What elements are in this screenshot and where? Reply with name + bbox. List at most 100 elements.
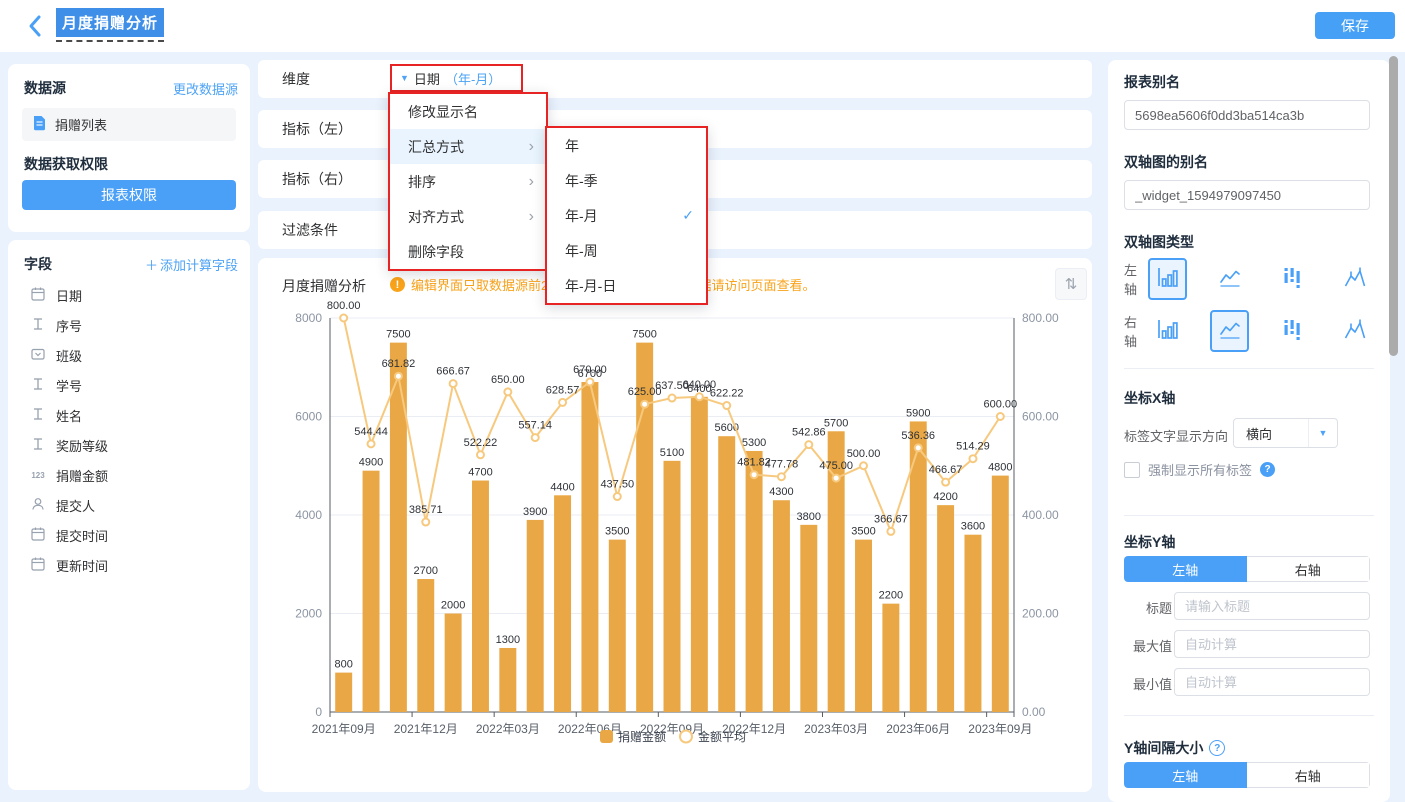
datasource-item[interactable]: 捐赠列表 [22,108,236,141]
svg-text:600.00: 600.00 [1022,410,1059,424]
y-interval-right-tab[interactable]: 右轴 [1246,762,1370,788]
metric-right-label: 指标（右） [282,171,352,187]
submenu-item-year[interactable]: 年 [547,128,706,163]
svg-text:4800: 4800 [988,462,1012,474]
svg-text:400.00: 400.00 [1022,508,1059,522]
menu-item-delete-field[interactable]: 删除字段 [390,234,546,269]
check-icon: ✓ [682,207,694,223]
left-axis-line-type[interactable] [1211,258,1249,300]
y-max-input[interactable] [1174,630,1370,658]
divider [1124,515,1374,516]
data-access-title: 数据获取权限 [24,156,108,172]
menu-item-sort[interactable]: 排序 › [390,164,546,199]
field-label: 序号 [56,318,83,334]
submenu-item-year-quarter[interactable]: 年-季 [547,163,706,198]
datasource-title: 数据源 [24,80,66,96]
svg-text:0.00: 0.00 [1022,705,1046,719]
divider [1124,368,1374,369]
dimension-field-mode: （年-月） [444,71,502,87]
line-chart-icon [1218,265,1242,294]
y-min-input[interactable] [1174,668,1370,696]
field-label: 班级 [56,348,83,364]
x-label-direction-select[interactable]: 横向 ▼ [1233,418,1338,448]
svg-text:3800: 3800 [797,511,821,523]
y-axis-right-tab[interactable]: 右轴 [1246,556,1370,582]
field-item-submitter[interactable]: 提交人 [8,490,250,520]
y-interval-left-tab-selected[interactable]: 左轴 [1124,762,1247,788]
x-label-direction-label: 标签文字显示方向 [1124,429,1229,444]
field-item-student-no[interactable]: 学号 [8,370,250,400]
discrete-bar-chart-icon [1280,265,1304,294]
field-label: 学号 [56,378,83,394]
submenu-item-year-month-day[interactable]: 年-月-日 [547,268,706,303]
add-calc-field-link[interactable]: ＋添加计算字段 [145,255,238,274]
change-datasource-link[interactable]: 更改数据源 [172,82,238,97]
right-axis-discrete-bar-type[interactable] [1273,310,1311,352]
field-item-update-time[interactable]: 更新时间 [8,550,250,580]
left-axis-discrete-bar-type[interactable] [1273,258,1311,300]
datasource-card: 数据源 更改数据源 捐赠列表 数据获取权限 报表权限 [8,64,250,232]
field-label: 提交人 [56,498,96,514]
y-min-label: 最小值 [1132,677,1172,692]
back-button[interactable] [26,12,46,40]
help-icon[interactable]: ? [1260,462,1276,477]
force-labels-checkbox[interactable] [1124,461,1140,478]
dimension-field-pill[interactable]: ▼ 日期 （年-月） [390,64,523,92]
force-labels-label: 强制显示所有标签 [1148,463,1253,478]
field-item-serial[interactable]: 序号 [8,310,250,340]
submenu-item-year-week[interactable]: 年-周 [547,233,706,268]
left-axis-bar-type-selected[interactable] [1147,258,1187,300]
svg-text:0: 0 [315,705,322,719]
field-item-class[interactable]: 班级 [8,340,250,370]
right-axis-candlestick-type[interactable] [1336,310,1374,352]
date-granularity-submenu: 年 年-季 年-月 ✓ 年-周 年-月-日 [545,126,708,305]
field-item-donation-amount[interactable]: 123 捐赠金额 [8,460,250,490]
dimension-row: 维度 [258,60,1092,98]
right-axis-bar-type[interactable] [1148,310,1186,352]
chevron-right-icon: › [528,137,534,155]
help-icon[interactable]: ? [1209,740,1226,756]
svg-text:6700: 6700 [578,368,602,380]
y-title-input[interactable] [1174,592,1370,620]
field-item-name[interactable]: 姓名 [8,400,250,430]
right-axis-line-type-selected[interactable] [1210,310,1250,352]
dimension-label: 维度 [282,71,310,87]
svg-text:481.82: 481.82 [737,457,771,469]
y-axis-left-tab-selected[interactable]: 左轴 [1124,556,1247,582]
fields-card: 字段 ＋添加计算字段 日期 序号 班级 学号 姓名 [8,240,250,790]
svg-text:2023年09月: 2023年09月 [968,722,1032,736]
plus-icon: ＋ [144,258,158,273]
candlestick-chart-icon [1343,317,1367,346]
menu-item-summary-mode[interactable]: 汇总方式 › [390,129,546,164]
svg-text:4700: 4700 [468,467,492,479]
add-calc-field-label: 添加计算字段 [159,258,238,273]
field-item-reward-level[interactable]: 奖励等级 [8,430,250,460]
text-icon [30,316,46,335]
text-icon [30,406,46,425]
vertical-scrollbar[interactable] [1389,56,1398,356]
field-item-date[interactable]: 日期 [8,280,250,310]
svg-text:522.22: 522.22 [464,437,498,449]
x-label-direction-value: 横向 [1246,426,1273,442]
report-alias-title: 报表别名 [1124,74,1180,90]
menu-item-rename[interactable]: 修改显示名 [390,94,546,129]
svg-text:800.00: 800.00 [1022,311,1059,325]
report-permission-button[interactable]: 报表权限 [22,180,236,210]
report-title-editable[interactable]: 月度捐赠分析 [56,8,165,42]
swap-axes-button[interactable]: ⇅ [1055,268,1087,300]
left-axis-candlestick-type[interactable] [1336,258,1374,300]
svg-text:200.00: 200.00 [1022,607,1059,621]
save-button[interactable]: 保存 [1315,12,1395,39]
svg-text:542.86: 542.86 [792,427,826,439]
svg-text:500.00: 500.00 [847,448,881,460]
top-bar: 月度捐赠分析 保存 [0,0,1405,52]
submenu-item-year-month[interactable]: 年-月 ✓ [547,198,706,233]
menu-item-align[interactable]: 对齐方式 › [390,199,546,234]
svg-text:6000: 6000 [295,410,322,424]
report-alias-input[interactable] [1124,100,1370,130]
field-item-submit-time[interactable]: 提交时间 [8,520,250,550]
svg-text:4900: 4900 [359,457,383,469]
dual-alias-input[interactable] [1124,180,1370,210]
y-title-label: 标题 [1145,601,1172,616]
svg-text:5100: 5100 [660,447,684,459]
